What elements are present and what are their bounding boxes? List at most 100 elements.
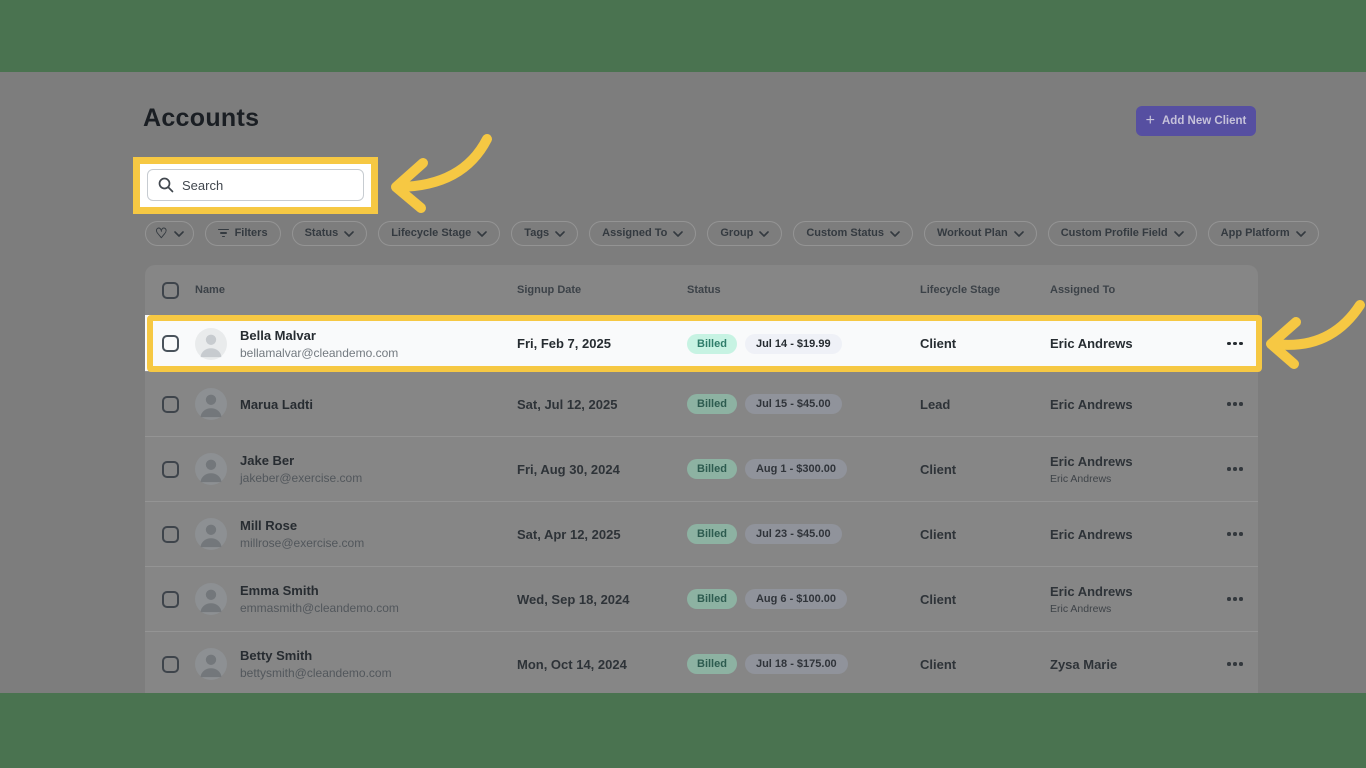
avatar bbox=[195, 648, 227, 680]
table-row[interactable]: Betty Smith bettysmith@cleandemo.com Mon… bbox=[145, 631, 1258, 693]
assigned-to: Eric Andrews bbox=[1050, 336, 1133, 351]
filter-chip[interactable]: Custom Status bbox=[793, 220, 913, 246]
signup-date: Mon, Oct 14, 2024 bbox=[517, 656, 627, 672]
filter-chip[interactable]: App Platform bbox=[1207, 220, 1319, 246]
row-menu-button[interactable] bbox=[1223, 398, 1247, 410]
column-header-lifecycle-stage[interactable]: Lifecycle Stage bbox=[920, 284, 1001, 296]
filter-chip[interactable]: ♡ bbox=[145, 220, 194, 246]
row-menu-button[interactable] bbox=[1223, 338, 1247, 350]
chevron-down-icon bbox=[1295, 230, 1306, 237]
client-email: bellamalvar@cleandemo.com bbox=[240, 345, 399, 360]
assigned-to: Eric Andrews bbox=[1050, 396, 1133, 412]
row-checkbox[interactable] bbox=[161, 655, 179, 673]
table-row[interactable]: Marua Ladti Sat, Jul 12, 2025 Billed Jul… bbox=[145, 371, 1258, 436]
status-badge: Billed bbox=[687, 333, 737, 354]
search-box[interactable] bbox=[147, 169, 364, 201]
row-menu-button[interactable] bbox=[1223, 528, 1247, 540]
filter-icon bbox=[217, 228, 229, 238]
filter-chip[interactable]: Filters bbox=[204, 220, 281, 246]
add-new-client-button[interactable]: + Add New Client bbox=[1136, 106, 1256, 136]
assigned-to: Eric Andrews bbox=[1050, 453, 1133, 469]
lifecycle-stage: Lead bbox=[920, 396, 951, 412]
avatar bbox=[195, 518, 227, 550]
billing-pill: Jul 14 - $19.99 bbox=[744, 333, 842, 354]
client-name: Jake Ber bbox=[240, 453, 295, 468]
signup-date: Fri, Aug 30, 2024 bbox=[517, 461, 620, 477]
avatar bbox=[195, 388, 227, 420]
chevron-down-icon bbox=[1173, 230, 1184, 237]
table-header-row: Name Signup Date Status Lifecycle Stage … bbox=[145, 265, 1258, 315]
filter-chip-label: Group bbox=[720, 227, 754, 239]
filter-chip-label: Workout Plan bbox=[936, 227, 1008, 239]
client-email: jakeber@exercise.com bbox=[240, 471, 363, 485]
filter-chip[interactable]: Lifecycle Stage bbox=[378, 220, 501, 246]
signup-date: Fri, Feb 7, 2025 bbox=[517, 336, 611, 351]
chevron-down-icon bbox=[890, 230, 900, 237]
chevron-down-icon bbox=[673, 230, 684, 237]
assigned-to: Eric Andrews bbox=[1050, 526, 1133, 542]
filter-chip[interactable]: Custom Profile Field bbox=[1047, 220, 1197, 246]
client-email: millrose@exercise.com bbox=[240, 536, 365, 550]
row-checkbox[interactable] bbox=[161, 395, 179, 413]
row-checkbox[interactable] bbox=[161, 590, 179, 608]
search-icon bbox=[158, 177, 174, 193]
client-name: Bella Malvar bbox=[240, 327, 316, 343]
heart-icon: ♡ bbox=[155, 224, 168, 241]
page-title: Accounts bbox=[143, 104, 260, 132]
avatar bbox=[195, 583, 227, 615]
filter-chip[interactable]: Workout Plan bbox=[923, 220, 1037, 246]
filter-chip-label: Custom Profile Field bbox=[1060, 227, 1168, 239]
status-badge: Billed bbox=[687, 459, 737, 479]
table-row[interactable]: Jake Ber jakeber@exercise.com Fri, Aug 3… bbox=[145, 436, 1258, 501]
column-header-signup-date[interactable]: Signup Date bbox=[517, 284, 582, 296]
status-badge: Billed bbox=[687, 654, 737, 674]
chevron-down-icon bbox=[173, 230, 184, 237]
filter-chip[interactable]: Status bbox=[291, 220, 368, 246]
accounts-table: Name Signup Date Status Lifecycle Stage … bbox=[145, 265, 1258, 693]
column-header-assigned-to[interactable]: Assigned To bbox=[1050, 284, 1116, 296]
row-checkbox[interactable] bbox=[161, 460, 179, 478]
assigned-to: Zysa Marie bbox=[1050, 656, 1118, 672]
filter-chip-label: Status bbox=[304, 227, 339, 239]
signup-date: Sat, Apr 12, 2025 bbox=[517, 526, 621, 542]
lifecycle-stage: Client bbox=[920, 591, 957, 607]
filter-chip[interactable]: Group bbox=[707, 220, 783, 246]
row-checkbox[interactable] bbox=[161, 525, 179, 543]
filter-chip[interactable]: Tags bbox=[511, 220, 579, 246]
filter-chip-label: App Platform bbox=[1220, 227, 1290, 239]
select-all-checkbox[interactable] bbox=[161, 281, 179, 299]
table-row[interactable]: Emma Smith emmasmith@cleandemo.com Wed, … bbox=[145, 566, 1258, 631]
top-green-band bbox=[0, 0, 1366, 72]
table-row[interactable]: Mill Rose millrose@exercise.com Sat, Apr… bbox=[145, 501, 1258, 566]
add-new-client-label: Add New Client bbox=[1162, 115, 1247, 127]
plus-icon: + bbox=[1145, 111, 1155, 129]
filter-chip[interactable]: Assigned To bbox=[589, 220, 697, 246]
row-checkbox[interactable] bbox=[161, 335, 179, 352]
search-highlight-box bbox=[133, 157, 378, 214]
table-row[interactable]: Bella Malvar bellamalvar@cleandemo.com F… bbox=[145, 315, 1258, 371]
status-badge: Billed bbox=[687, 524, 737, 544]
tutorial-arrow-row bbox=[1266, 300, 1365, 369]
row-menu-button[interactable] bbox=[1223, 593, 1247, 605]
bottom-green-band bbox=[0, 693, 1366, 768]
lifecycle-stage: Client bbox=[920, 461, 957, 477]
lifecycle-stage: Client bbox=[920, 526, 957, 542]
filter-chip-label: Custom Status bbox=[806, 227, 884, 239]
row-menu-button[interactable] bbox=[1223, 463, 1247, 475]
billing-pill: Jul 18 - $175.00 bbox=[744, 654, 848, 674]
billing-pill: Aug 1 - $300.00 bbox=[744, 459, 848, 479]
client-email: bettysmith@cleandemo.com bbox=[240, 666, 392, 680]
lifecycle-stage: Client bbox=[920, 336, 957, 351]
row-menu-button[interactable] bbox=[1223, 658, 1247, 670]
column-header-status[interactable]: Status bbox=[687, 284, 721, 296]
chevron-down-icon bbox=[344, 230, 355, 237]
filter-chip-label: Tags bbox=[524, 227, 550, 239]
column-header-name[interactable]: Name bbox=[195, 284, 225, 296]
filter-chip-label: Assigned To bbox=[602, 227, 668, 239]
billing-pill: Jul 23 - $45.00 bbox=[744, 524, 842, 544]
billing-pill: Aug 6 - $100.00 bbox=[744, 589, 848, 609]
status-badge: Billed bbox=[687, 589, 737, 609]
client-name: Marua Ladti bbox=[240, 396, 313, 412]
search-input[interactable] bbox=[182, 177, 353, 193]
